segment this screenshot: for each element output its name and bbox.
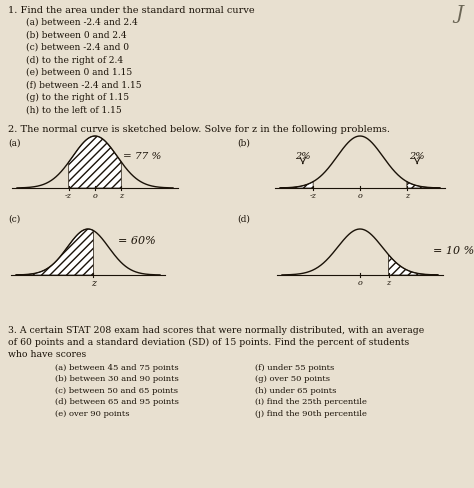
Text: (a) between -2.4 and 2.4: (a) between -2.4 and 2.4 <box>26 18 138 27</box>
Text: (a): (a) <box>8 139 20 148</box>
Text: 1. Find the area under the standard normal curve: 1. Find the area under the standard norm… <box>8 6 255 15</box>
Text: o: o <box>357 192 363 200</box>
Text: (a) between 45 and 75 points: (a) between 45 and 75 points <box>55 363 179 371</box>
Text: (e) between 0 and 1.15: (e) between 0 and 1.15 <box>26 68 132 77</box>
Text: z: z <box>405 192 409 200</box>
Text: (i) find the 25th percentile: (i) find the 25th percentile <box>255 398 367 406</box>
Text: (f) under 55 points: (f) under 55 points <box>255 363 334 371</box>
Text: (d): (d) <box>237 215 250 224</box>
Text: 2%: 2% <box>295 151 310 161</box>
Text: (b) between 0 and 2.4: (b) between 0 and 2.4 <box>26 30 127 40</box>
Text: 2. The normal curve is sketched below. Solve for z in the following problems.: 2. The normal curve is sketched below. S… <box>8 125 390 134</box>
Text: (g) to the right of 1.15: (g) to the right of 1.15 <box>26 93 129 102</box>
Text: = 60%: = 60% <box>118 236 156 245</box>
Text: 3. A certain STAT 208 exam had scores that were normally distributed, with an av: 3. A certain STAT 208 exam had scores th… <box>8 325 424 334</box>
Text: = 77 %: = 77 % <box>123 152 161 161</box>
Text: (j) find the 90th percentile: (j) find the 90th percentile <box>255 409 367 417</box>
Text: who have scores: who have scores <box>8 349 86 358</box>
Text: (h) to the left of 1.15: (h) to the left of 1.15 <box>26 105 122 114</box>
Text: z: z <box>119 192 123 200</box>
Text: -z: -z <box>310 192 317 200</box>
Text: of 60 points and a standard deviation (SD) of 15 points. Find the percent of stu: of 60 points and a standard deviation (S… <box>8 337 409 346</box>
Text: (e) over 90 points: (e) over 90 points <box>55 409 129 417</box>
Text: (b) between 30 and 90 points: (b) between 30 and 90 points <box>55 375 179 383</box>
Text: o: o <box>92 192 98 200</box>
Text: (g) over 50 points: (g) over 50 points <box>255 375 330 383</box>
Text: 2%: 2% <box>410 151 425 161</box>
Text: (f) between -2.4 and 1.15: (f) between -2.4 and 1.15 <box>26 81 142 89</box>
Text: o: o <box>357 279 363 286</box>
Text: (c) between 50 and 65 points: (c) between 50 and 65 points <box>55 386 178 394</box>
Text: -z: -z <box>65 192 72 200</box>
Text: (c): (c) <box>8 215 20 224</box>
Text: z: z <box>386 279 391 286</box>
Text: (d) between 65 and 95 points: (d) between 65 and 95 points <box>55 398 179 406</box>
Text: J: J <box>455 5 463 23</box>
Text: (h) under 65 points: (h) under 65 points <box>255 386 337 394</box>
Text: (b): (b) <box>237 139 250 148</box>
Text: = 10 %: = 10 % <box>433 245 474 256</box>
Text: (c) between -2.4 and 0: (c) between -2.4 and 0 <box>26 43 129 52</box>
Text: z: z <box>91 279 96 287</box>
Text: (d) to the right of 2.4: (d) to the right of 2.4 <box>26 55 123 64</box>
